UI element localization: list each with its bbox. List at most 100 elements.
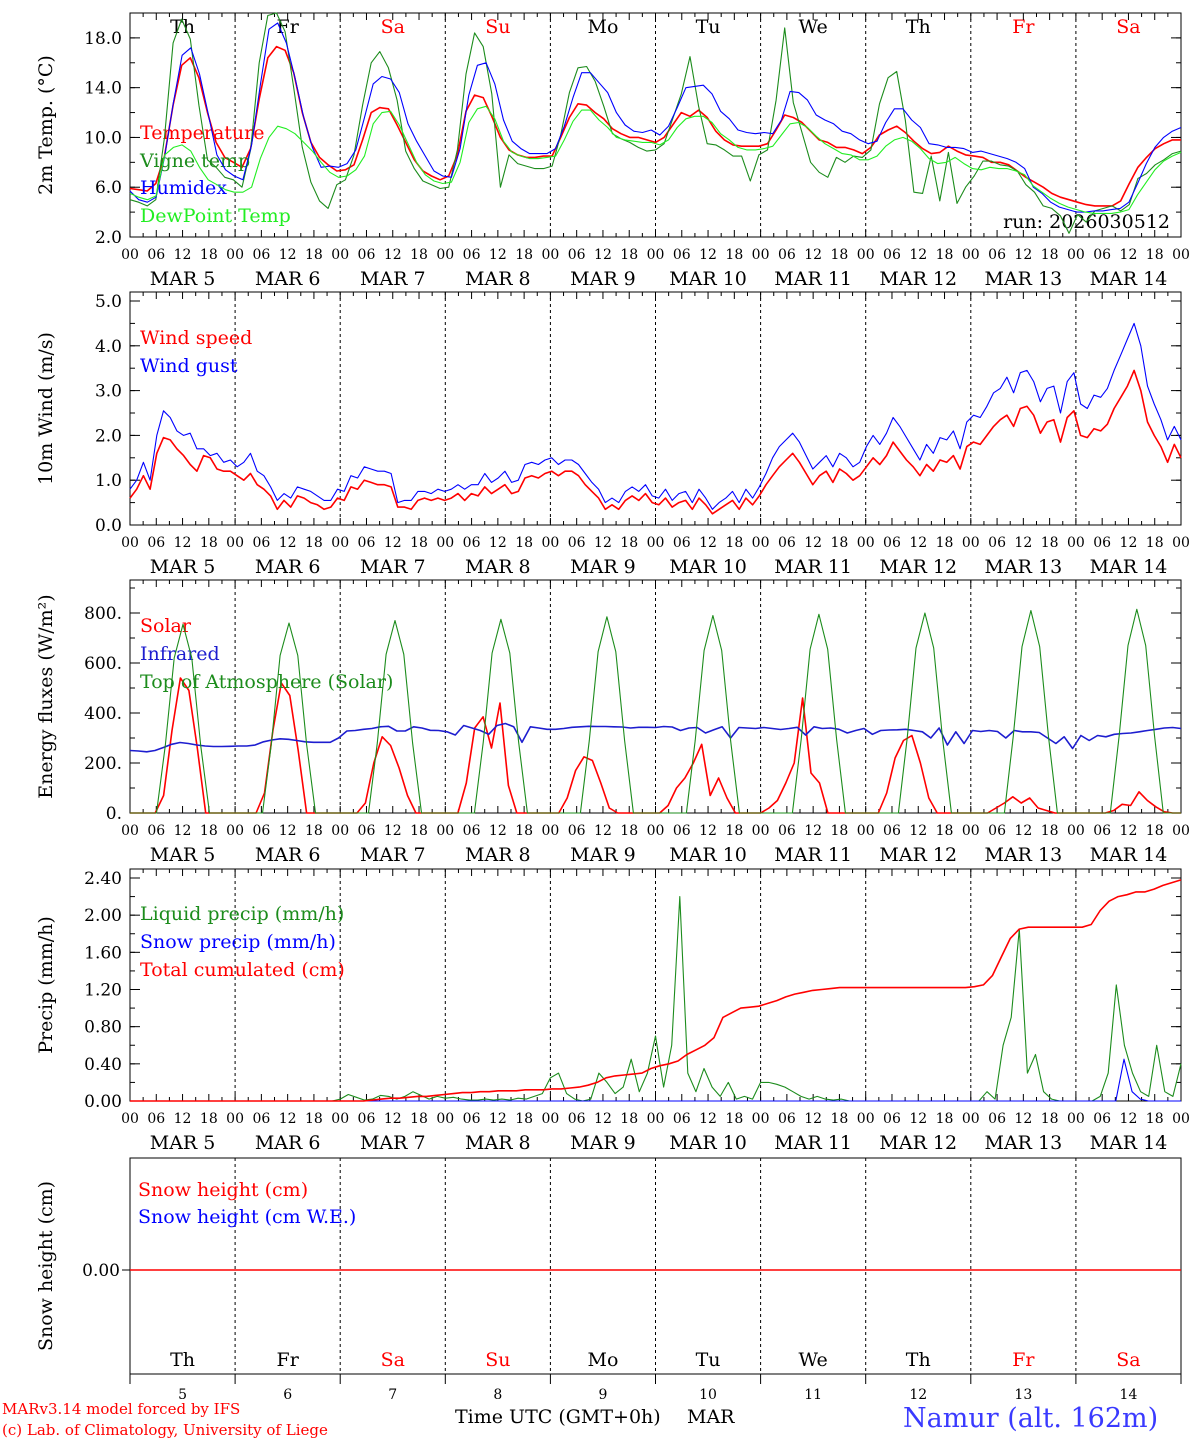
hour-label: 06 — [463, 535, 481, 551]
hour-label: 00 — [857, 1111, 875, 1127]
hour-label: 00 — [962, 535, 980, 551]
date-label: MAR 6 — [255, 1132, 321, 1154]
date-label: MAR 13 — [984, 1132, 1062, 1154]
date-label: MAR 7 — [360, 844, 426, 866]
weekday-label: Sa — [1116, 16, 1140, 38]
hour-label: 18 — [1041, 247, 1059, 263]
legend-label: Solar — [140, 615, 192, 637]
hour-label: 12 — [489, 247, 507, 263]
date-label: MAR 5 — [150, 844, 216, 866]
weekday-label: Su — [485, 1349, 510, 1371]
hour-label: 12 — [1120, 1111, 1138, 1127]
hour-label: 18 — [200, 535, 218, 551]
date-label: MAR 8 — [465, 1132, 531, 1154]
hour-label: 12 — [909, 535, 927, 551]
hour-label: 06 — [568, 1111, 586, 1127]
hour-label: 00 — [121, 1111, 139, 1127]
hour-label: 12 — [174, 247, 192, 263]
legend-label: Top of Atmosphere (Solar) — [140, 671, 393, 693]
hour-label: 12 — [1014, 535, 1032, 551]
date-label: MAR 11 — [774, 268, 852, 290]
hour-label: 18 — [410, 823, 428, 839]
weekday-label: Fr — [277, 1349, 300, 1371]
hour-label: 00 — [857, 247, 875, 263]
hour-label: 12 — [804, 823, 822, 839]
hour-label: 18 — [410, 1111, 428, 1127]
hour-label: 06 — [252, 535, 270, 551]
hour-label: 00 — [226, 247, 244, 263]
legend-label: Total cumulated (cm) — [140, 959, 345, 981]
hour-label: 18 — [200, 1111, 218, 1127]
y-tick-label: 18.0 — [84, 29, 122, 49]
hour-label: 12 — [174, 535, 192, 551]
hour-label: 18 — [515, 247, 533, 263]
hour-label: 00 — [121, 535, 139, 551]
hour-label: 12 — [804, 1111, 822, 1127]
hour-label: 00 — [1172, 823, 1190, 839]
hour-label: 18 — [620, 247, 638, 263]
hour-label: 06 — [463, 823, 481, 839]
hour-label: 00 — [1067, 247, 1085, 263]
y-tick-label: 0.40 — [84, 1055, 122, 1075]
y-tick-label: 0.0 — [95, 516, 122, 536]
hour-label: 00 — [331, 247, 349, 263]
hour-label: 12 — [489, 535, 507, 551]
panel-wind: 00 06 12 18 MAR 5 00 06 12 18 MAR 6 00 06 12 18 MAR 7 0… — [35, 291, 1190, 578]
hour-label: 00 — [436, 247, 454, 263]
hour-label: 06 — [463, 1111, 481, 1127]
date-label: MAR 9 — [570, 268, 636, 290]
hour-label: 00 — [1172, 535, 1190, 551]
hour-label: 12 — [279, 823, 297, 839]
weekday-label: Fr — [1012, 16, 1035, 38]
date-label: MAR 11 — [774, 844, 852, 866]
legend-label: Infrared — [140, 643, 220, 665]
hour-label: 00 — [541, 535, 559, 551]
hour-label: 06 — [1093, 247, 1111, 263]
hour-label: 18 — [831, 535, 849, 551]
date-label: MAR 10 — [669, 844, 747, 866]
date-label: MAR 10 — [669, 1132, 747, 1154]
hour-label: 00 — [226, 823, 244, 839]
date-label: MAR 9 — [570, 556, 636, 578]
series-line — [129, 322, 1182, 510]
date-label: MAR 13 — [984, 556, 1062, 578]
hour-label: 18 — [831, 823, 849, 839]
legend-label: Snow precip (mm/h) — [140, 931, 336, 953]
hour-label: 00 — [752, 247, 770, 263]
hour-label: 00 — [962, 823, 980, 839]
hour-label: 12 — [1014, 1111, 1032, 1127]
y-tick-label: 14.0 — [84, 79, 122, 99]
hour-label: 18 — [1146, 823, 1164, 839]
hour-label: 18 — [305, 1111, 323, 1127]
date-label: MAR 5 — [150, 1132, 216, 1154]
hour-label: 18 — [725, 247, 743, 263]
hour-label: 06 — [988, 823, 1006, 839]
hour-label: 18 — [1146, 247, 1164, 263]
day-number-label: 12 — [909, 1387, 927, 1403]
hour-label: 12 — [594, 823, 612, 839]
y-tick-label: 400. — [84, 704, 122, 724]
legend-label: Temperature — [140, 122, 264, 144]
date-label: MAR 8 — [465, 268, 531, 290]
date-label: MAR 12 — [879, 268, 957, 290]
x-axis-label: Time UTC (GMT+0h) — [455, 1406, 661, 1428]
date-label: MAR 5 — [150, 268, 216, 290]
hour-label: 18 — [200, 823, 218, 839]
hour-label: 06 — [778, 247, 796, 263]
y-tick-label: 2.40 — [84, 869, 122, 889]
hour-label: 12 — [1120, 823, 1138, 839]
date-label: MAR 12 — [879, 556, 957, 578]
hour-label: 18 — [305, 247, 323, 263]
weekday-label: Sa — [381, 1349, 405, 1371]
hour-label: 12 — [174, 823, 192, 839]
station-name: Namur (alt. 162m) — [903, 1403, 1158, 1434]
hour-label: 00 — [1172, 247, 1190, 263]
hour-label: 00 — [331, 535, 349, 551]
series-line — [130, 608, 1181, 814]
y-tick-label: 10.0 — [84, 128, 122, 148]
hour-label: 06 — [778, 535, 796, 551]
hour-label: 12 — [699, 535, 717, 551]
hour-label: 00 — [436, 535, 454, 551]
hour-label: 12 — [1120, 535, 1138, 551]
hour-label: 00 — [331, 1111, 349, 1127]
